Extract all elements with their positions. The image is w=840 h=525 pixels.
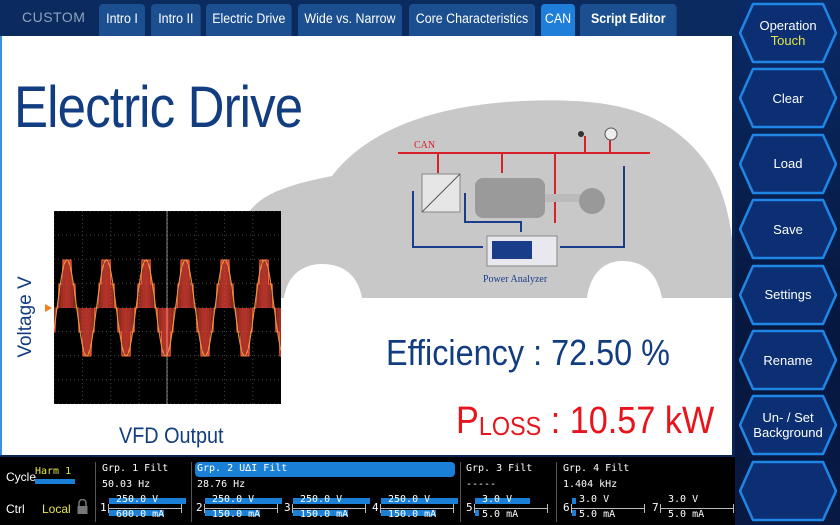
custom-label: CUSTOM — [22, 9, 86, 25]
group-header[interactable]: Grp. 3 Filt — [466, 463, 533, 474]
scope-caption: VFD Output — [119, 423, 224, 448]
tab-intro-i[interactable]: Intro I — [99, 4, 145, 36]
lock-icon — [77, 499, 88, 514]
tab-intro-ii[interactable]: Intro II — [151, 4, 201, 36]
group-frequency: 1.404 kHz — [563, 479, 618, 490]
channel-range-5[interactable]: 5 3.0 V 5.0 mA — [466, 494, 552, 523]
channel-range-6[interactable]: 6 3.0 V 5.0 mA — [563, 494, 649, 523]
page-title: Electric Drive — [14, 75, 303, 140]
scope-y-label: Voltage V — [15, 276, 36, 358]
oscilloscope-waveform — [53, 210, 282, 405]
script-canvas: CAN Power Analyzer Electric Drive Voltag… — [0, 36, 732, 455]
cycle-value[interactable]: Harm 1 — [35, 466, 72, 477]
group-frequency: 28.76 Hz — [197, 479, 246, 490]
channel-range-3[interactable]: 3 250.0 V 150.0 mA — [284, 494, 370, 523]
softkey-settings[interactable]: Settings — [739, 264, 837, 326]
softkey-label: Un- / Set — [762, 410, 814, 426]
softkey-empty[interactable] — [739, 460, 837, 522]
ploss-sub: LOSS — [478, 411, 542, 441]
thermometer-icon — [578, 131, 584, 137]
car-diagram: CAN Power Analyzer — [240, 100, 732, 298]
motor — [475, 178, 545, 218]
ploss-value: : 10.57 kW — [541, 400, 715, 442]
group2-highlight — [195, 462, 455, 477]
channel-range-2[interactable]: 2 250.0 V 150.0 mA — [196, 494, 282, 523]
ctrl-label: Ctrl — [6, 502, 25, 516]
softkey-load[interactable]: Load — [739, 133, 837, 195]
efficiency-readout: Efficiency : 72.50 % — [386, 332, 670, 373]
tab-electric-drive[interactable]: Electric Drive — [206, 4, 292, 36]
tab-bar: CUSTOM Intro I Intro II Electric Drive W… — [0, 0, 735, 36]
cycle-bar — [35, 479, 75, 484]
power-analyzer-label: Power Analyzer — [483, 274, 548, 285]
cycle-label: Cycle — [6, 470, 37, 484]
channel-range-7[interactable]: 7 3.0 V 5.0 mA — [652, 494, 738, 523]
softkey-sublabel: Touch — [770, 33, 806, 48]
softkey-un-set[interactable]: Un- / Set Background — [739, 394, 837, 456]
tab-wide-vs-narrow[interactable]: Wide vs. Narrow — [298, 4, 402, 36]
softkey-label: Settings — [764, 287, 812, 303]
softkey-clear[interactable]: Clear — [739, 67, 837, 129]
softkey-label: Load — [773, 156, 803, 172]
can-label: CAN — [414, 140, 435, 151]
group-frequency: ----- — [466, 479, 497, 490]
softkey-rename[interactable]: Rename — [739, 329, 837, 391]
softkey-save[interactable]: Save — [739, 198, 837, 260]
power-loss-readout: PLOSS : 10.57 kW — [456, 400, 714, 443]
tab-can[interactable]: CAN — [541, 4, 576, 36]
softkey-label: Save — [773, 221, 803, 237]
softkey-label: Operation — [759, 18, 817, 33]
can-bus — [398, 136, 650, 223]
trigger-marker-icon — [45, 304, 52, 312]
ploss-p: P — [456, 400, 479, 442]
group-header[interactable]: Grp. 4 Filt — [563, 463, 630, 474]
group-header[interactable]: Grp. 1 Filt — [102, 463, 169, 474]
group-header[interactable]: Grp. 2 U∆I Filt — [197, 463, 288, 474]
softkey-label-2: Background — [753, 425, 823, 441]
softkey-label: Rename — [763, 352, 813, 368]
gauge-icon — [604, 127, 618, 141]
tab-core-characteristics[interactable]: Core Characteristics — [409, 4, 536, 36]
softkey-operation[interactable]: Operation Touch — [739, 2, 837, 64]
channel-range-1[interactable]: 1 250.0 V 600.0 mA — [100, 494, 186, 523]
tab-script-editor[interactable]: Script Editor — [580, 4, 677, 36]
load-device — [579, 188, 605, 214]
channel-range-4[interactable]: 4 250.0 V 150.0 mA — [372, 494, 458, 523]
group-frequency: 50.03 Hz — [102, 479, 151, 490]
ctrl-value: Local — [42, 502, 71, 516]
softkey-label: Clear — [772, 90, 804, 106]
status-bar: Cycle Harm 1 Ctrl Local Grp. 1 Filt 50.0… — [0, 457, 735, 525]
softkey-panel: Operation Touch Clear Load Save Settings Renam… — [735, 0, 840, 525]
